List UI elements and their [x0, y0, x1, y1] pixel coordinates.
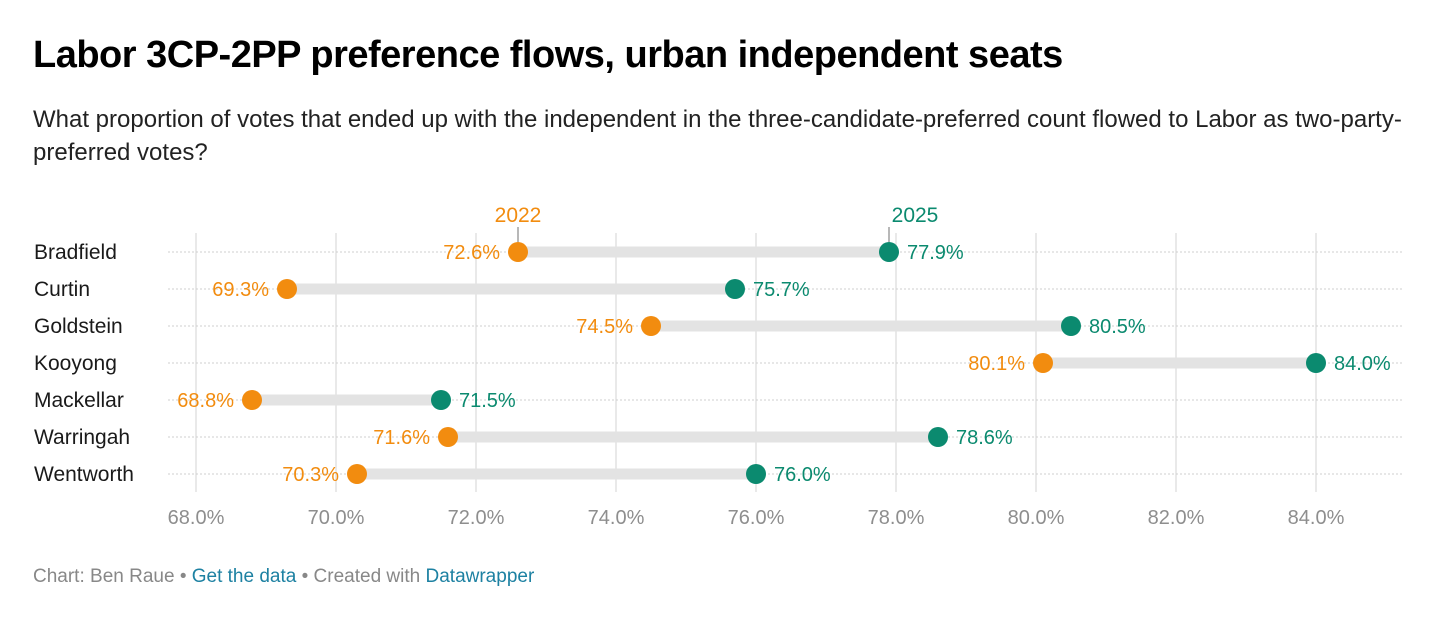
x-tick-label: 82.0%: [1148, 507, 1205, 529]
dot-2025: [1061, 316, 1081, 336]
dots: [242, 242, 1326, 484]
dot-2025: [725, 279, 745, 299]
dot-2022: [438, 427, 458, 447]
legend: 2022 2025: [495, 204, 939, 242]
value-label-2025: 76.0%: [774, 464, 831, 486]
x-axis-ticks: 68.0% 70.0% 72.0% 74.0% 76.0% 78.0% 80.0% 82.0%…: [168, 507, 1345, 529]
category-labels: Bradfield Curtin Goldstein Kooyong Mackellar…: [34, 241, 134, 486]
range-bars: [252, 246, 1316, 480]
value-label-2025: 75.7%: [753, 279, 810, 301]
dot-2025: [928, 427, 948, 447]
x-tick-label: 70.0%: [308, 507, 365, 529]
footer-credit: Chart: Ben Raue: [33, 566, 175, 587]
x-tick-label: 68.0%: [168, 507, 225, 529]
x-tick-label: 80.0%: [1008, 507, 1065, 529]
dot-2022: [1033, 353, 1053, 373]
footer: Chart: Ben Raue • Get the data • Created…: [33, 566, 534, 588]
value-label-2022: 70.3%: [282, 464, 339, 486]
dot-2025: [431, 390, 451, 410]
value-label-2022: 80.1%: [968, 353, 1025, 375]
x-tick-label: 72.0%: [448, 507, 505, 529]
x-tick-label: 74.0%: [588, 507, 645, 529]
category-label: Kooyong: [34, 352, 117, 375]
dot-2022: [641, 316, 661, 336]
value-label-2025: 71.5%: [459, 390, 516, 412]
value-labels: 72.6% 77.9% 69.3% 75.7% 74.5% 80.5% 80.1% 84.0%…: [177, 242, 1391, 486]
datawrapper-link[interactable]: Datawrapper: [425, 566, 535, 587]
dot-2022: [277, 279, 297, 299]
value-label-2022: 74.5%: [576, 316, 633, 338]
x-tick-label: 76.0%: [728, 507, 785, 529]
value-label-2025: 80.5%: [1089, 316, 1146, 338]
x-tick-label: 84.0%: [1288, 507, 1345, 529]
value-label-2022: 72.6%: [443, 242, 500, 264]
value-label-2022: 69.3%: [212, 279, 269, 301]
dot-2025: [746, 464, 766, 484]
value-label-2025: 78.6%: [956, 427, 1013, 449]
get-data-link[interactable]: Get the data: [191, 566, 297, 587]
dot-2022: [347, 464, 367, 484]
chart-subtitle: What proportion of votes that ended up w…: [33, 106, 1402, 166]
category-label: Curtin: [34, 278, 90, 301]
dot-2025: [1306, 353, 1326, 373]
x-tick-label: 78.0%: [868, 507, 925, 529]
value-label-2022: 68.8%: [177, 390, 234, 412]
legend-2022: 2022: [495, 204, 542, 227]
dot-2022: [242, 390, 262, 410]
footer-created-with: Created with: [313, 566, 421, 587]
footer-separator: •: [179, 566, 187, 587]
dot-2025: [879, 242, 899, 262]
category-label: Goldstein: [34, 315, 123, 338]
footer-separator: •: [301, 566, 309, 587]
value-label-2025: 84.0%: [1334, 353, 1391, 375]
legend-2025: 2025: [892, 204, 939, 227]
category-label: Wentworth: [34, 463, 134, 486]
value-label-2022: 71.6%: [373, 427, 430, 449]
chart-title: Labor 3CP-2PP preference flows, urban in…: [33, 34, 1063, 76]
dot-2022: [508, 242, 528, 262]
category-label: Bradfield: [34, 241, 117, 264]
value-label-2025: 77.9%: [907, 242, 964, 264]
category-label: Warringah: [34, 426, 130, 449]
category-label: Mackellar: [34, 389, 124, 412]
